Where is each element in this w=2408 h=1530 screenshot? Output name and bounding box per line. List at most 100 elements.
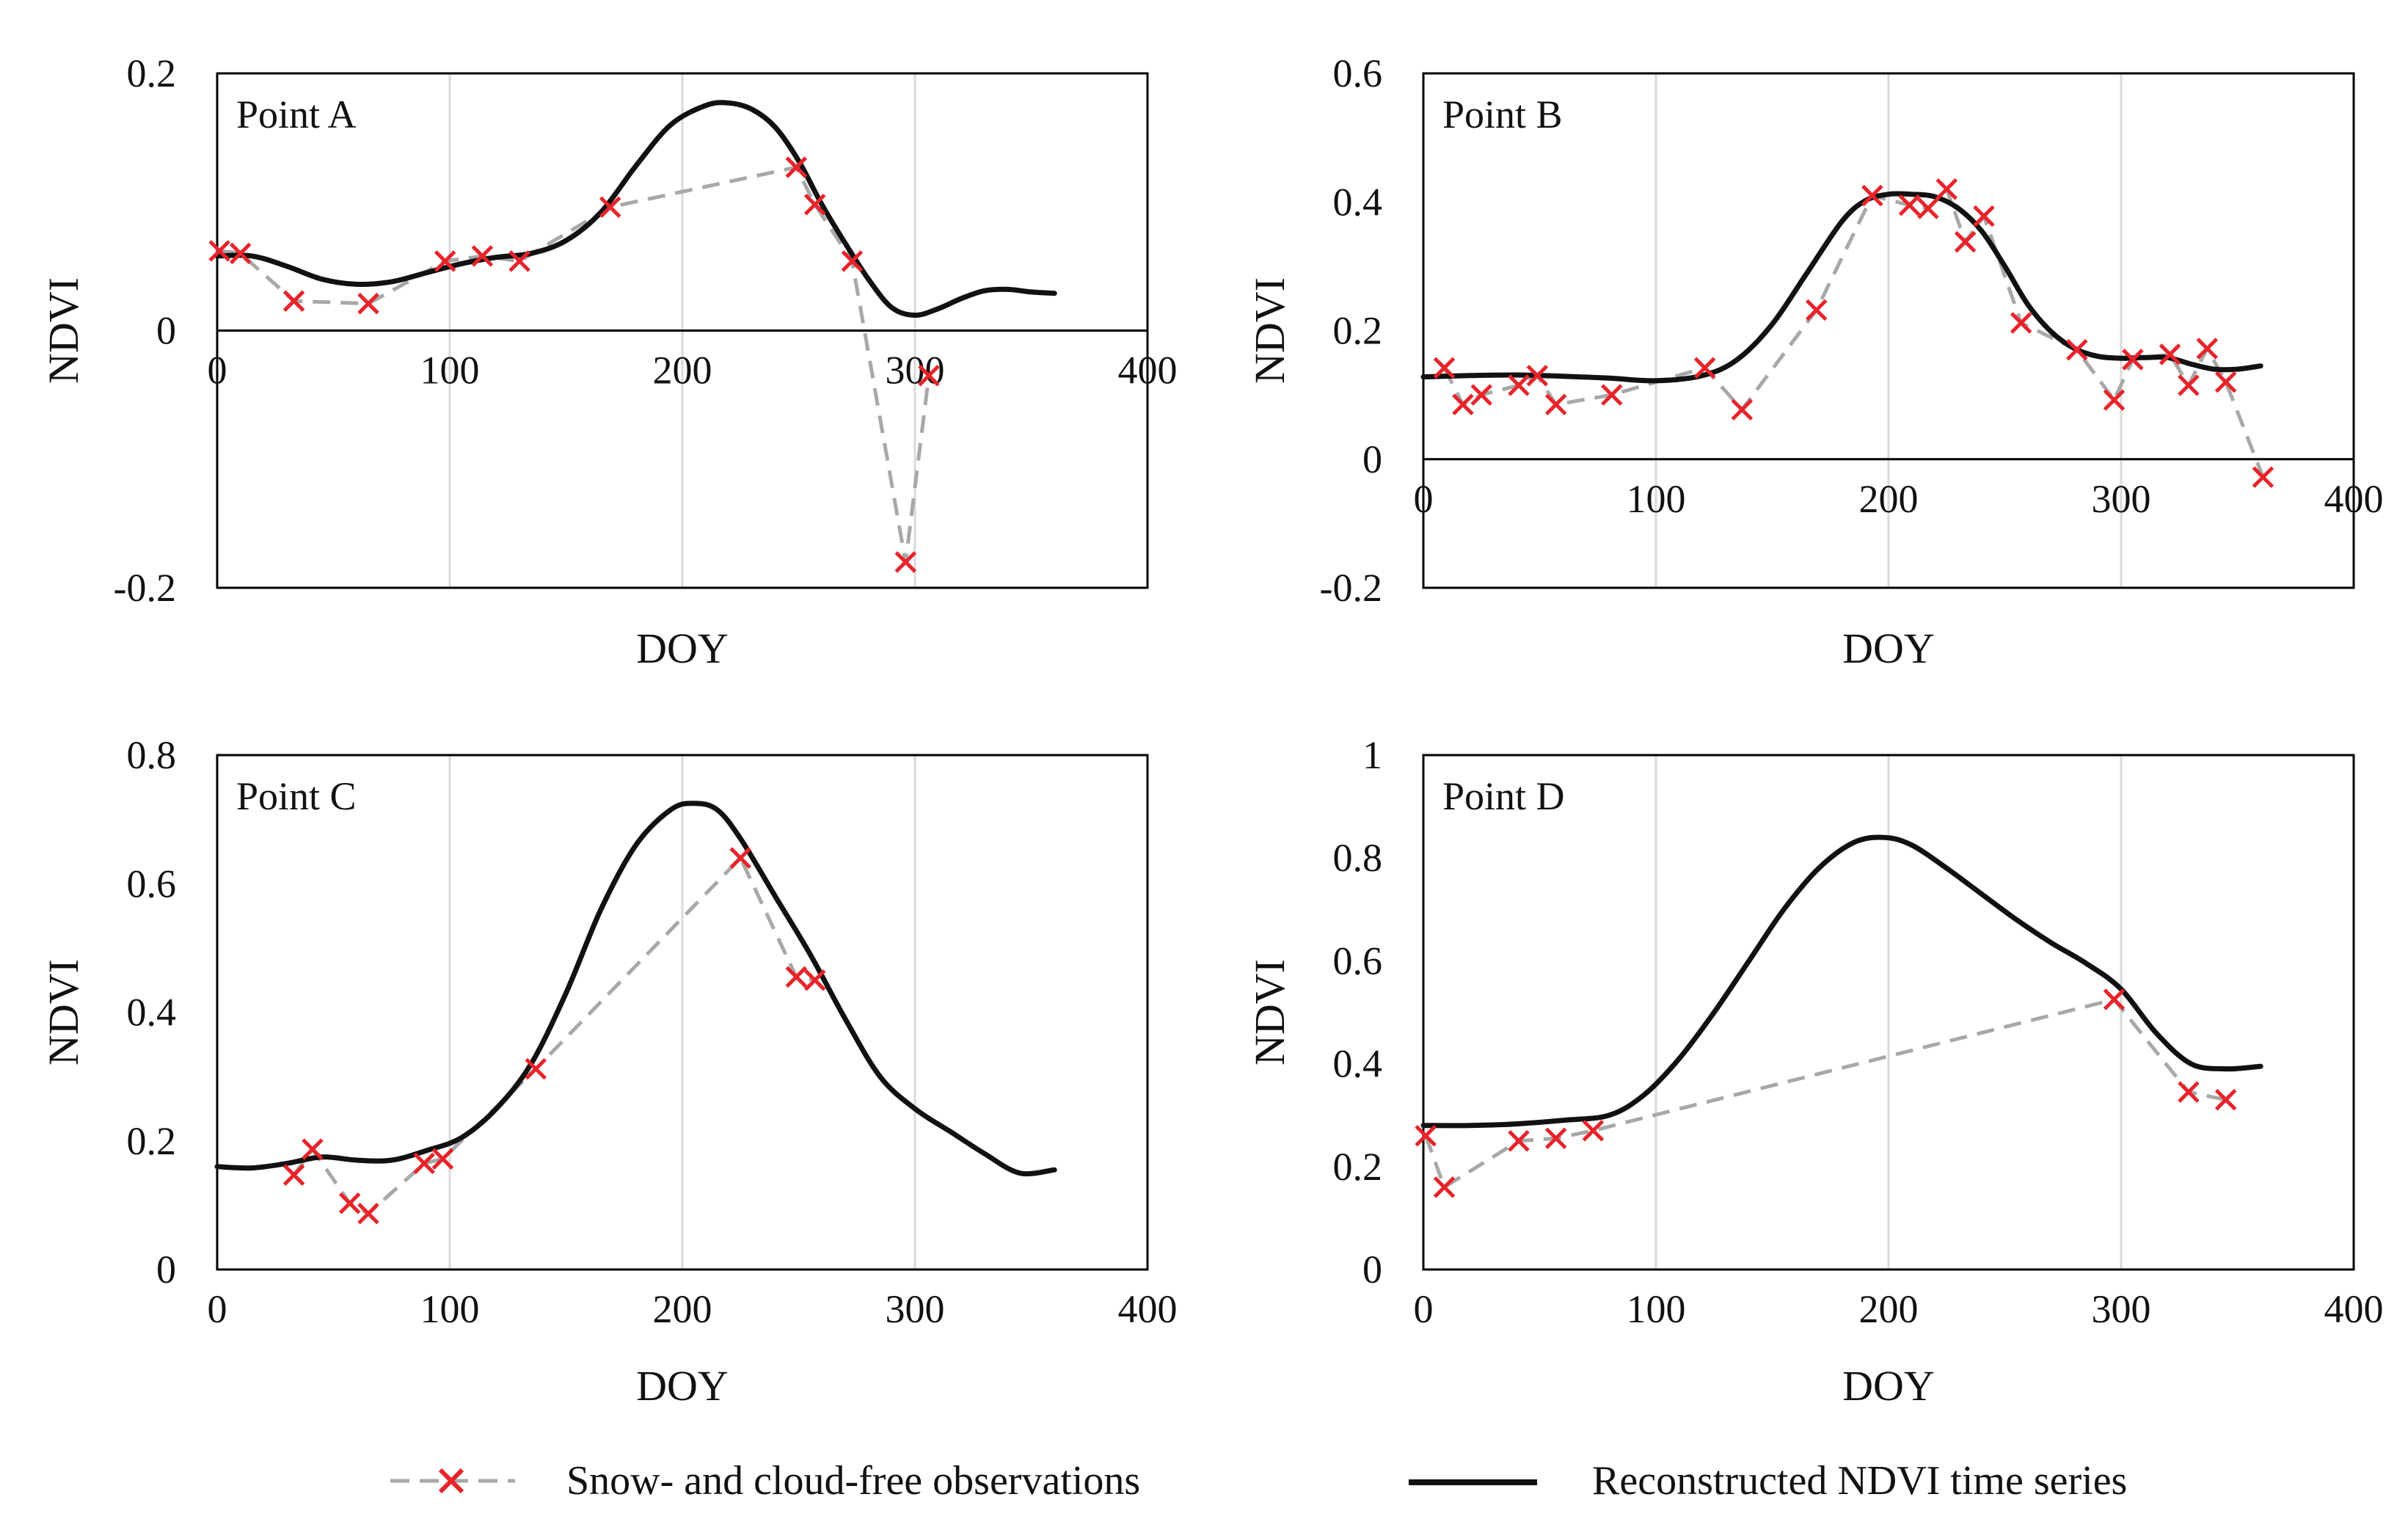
y-tick-label-b-3: 0 xyxy=(1362,437,1382,481)
y-axis-title-b: NDVI xyxy=(1246,277,1294,384)
y-tick-label-b-0: 0.6 xyxy=(1333,51,1383,95)
observation-point-d-0 xyxy=(1415,1124,1437,1147)
x-tick-label-d-0: 0 xyxy=(1414,1287,1434,1331)
reconstructed-line-b xyxy=(1420,191,2263,384)
observation-point-b-23 xyxy=(2214,371,2237,393)
observation-point-a-4 xyxy=(434,250,456,272)
observation-point-a-5 xyxy=(471,245,494,267)
y-tick-label-d-2: 0.6 xyxy=(1333,939,1383,983)
y-tick-label-d-5: 0 xyxy=(1362,1247,1382,1292)
legend-reconstructed-label: Reconstructed NDVI time series xyxy=(1592,1458,2127,1504)
x-tick-label-c-100: 100 xyxy=(420,1287,480,1331)
observation-point-b-19 xyxy=(2122,349,2144,371)
plot-frame-b xyxy=(1422,72,2355,589)
observation-point-b-5 xyxy=(1544,393,1567,416)
observation-point-a-12 xyxy=(918,365,940,387)
observation-point-b-3 xyxy=(1508,374,1530,396)
y-tick-label-c-2: 0.4 xyxy=(127,991,177,1035)
panel-label-a: Point A xyxy=(236,92,357,136)
x-tick-label-a-400: 400 xyxy=(1118,349,1178,393)
panel-c: 0 100 200 300 400 0.8 0.6 0.4 0.2 0 DOY NDVI Point C xyxy=(40,733,1178,1410)
observation-point-b-7 xyxy=(1693,357,1716,379)
y-tick-label-c-1: 0.6 xyxy=(127,861,177,906)
observation-point-b-17 xyxy=(2066,339,2088,361)
x-axis-title-c: DOY xyxy=(636,1362,729,1410)
observation-point-b-14 xyxy=(1954,230,1977,253)
observation-point-d-4 xyxy=(1582,1119,1605,1142)
x-tick-label-c-0: 0 xyxy=(208,1287,227,1331)
observation-point-c-7 xyxy=(729,847,752,869)
y-tick-label-b-1: 0.4 xyxy=(1333,180,1383,224)
observation-point-c-8 xyxy=(785,966,808,988)
x-axis-title-d: DOY xyxy=(1842,1362,1935,1410)
y-tick-label-a-0: 0.2 xyxy=(127,51,177,95)
x-tick-label-d-400: 400 xyxy=(2324,1287,2384,1331)
y-tick-label-b-2: 0.2 xyxy=(1333,309,1383,353)
observation-point-b-12 xyxy=(1917,197,1939,219)
x-tick-label-b-200: 200 xyxy=(1859,477,1919,521)
legend: Snow- and cloud-free observations Recons… xyxy=(390,1458,2127,1504)
observation-point-b-15 xyxy=(1973,205,1995,227)
legend-observations-label: Snow- and cloud-free observations xyxy=(566,1458,1140,1504)
observation-point-a-2 xyxy=(282,290,305,312)
plot-frame-c xyxy=(216,754,1149,1271)
panel-label-c: Point C xyxy=(236,774,357,818)
x-tick-label-a-100: 100 xyxy=(420,349,480,393)
observation-point-a-11 xyxy=(894,551,917,573)
y-axis-title-d: NDVI xyxy=(1246,959,1294,1065)
x-tick-label-a-200: 200 xyxy=(653,349,712,393)
observation-point-a-7 xyxy=(599,196,621,219)
observation-point-b-16 xyxy=(2010,312,2032,334)
observation-point-c-5 xyxy=(431,1148,454,1170)
observation-point-b-11 xyxy=(1898,194,1921,216)
y-axis-title-c: NDVI xyxy=(40,959,87,1065)
observation-point-d-7 xyxy=(2214,1088,2237,1111)
x-tick-label-d-300: 300 xyxy=(2092,1287,2151,1331)
observation-point-c-1 xyxy=(302,1138,324,1160)
observation-point-d-6 xyxy=(2178,1081,2200,1103)
panel-label-b: Point B xyxy=(1442,92,1563,136)
observation-line-d xyxy=(1423,997,2227,1190)
x-tick-label-c-400: 400 xyxy=(1118,1287,1178,1331)
reconstructed-line-c xyxy=(214,801,1057,1177)
observation-point-d-3 xyxy=(1544,1127,1567,1150)
y-tick-label-d-0: 1 xyxy=(1362,733,1382,777)
x-tick-label-a-0: 0 xyxy=(208,349,227,393)
observation-point-b-1 xyxy=(1452,393,1474,416)
observation-point-b-9 xyxy=(1805,299,1828,321)
y-tick-label-c-4: 0 xyxy=(156,1247,176,1292)
x-tick-label-b-400: 400 xyxy=(2324,477,2384,521)
observation-point-c-4 xyxy=(413,1152,435,1175)
observation-point-b-0 xyxy=(1433,357,1456,379)
x-axis-title-a: DOY xyxy=(636,624,729,672)
observation-point-b-21 xyxy=(2178,374,2200,396)
x-axis-title-b: DOY xyxy=(1842,624,1935,672)
observation-point-d-5 xyxy=(2103,988,2126,1010)
observation-line-c xyxy=(292,856,816,1216)
observation-point-c-2 xyxy=(338,1192,361,1214)
observation-point-a-9 xyxy=(803,193,826,216)
observation-point-a-0 xyxy=(208,240,230,262)
observation-point-b-18 xyxy=(2103,389,2126,411)
observation-point-a-10 xyxy=(841,250,864,272)
observation-point-c-0 xyxy=(282,1164,305,1186)
observation-point-b-20 xyxy=(2159,343,2181,365)
observation-point-d-2 xyxy=(1508,1129,1530,1152)
y-tick-label-c-3: 0.2 xyxy=(127,1119,177,1163)
legend-observations-symbol xyxy=(390,1468,515,1494)
reconstructed-line-d xyxy=(1420,834,2263,1129)
x-tick-label-b-0: 0 xyxy=(1414,477,1434,521)
observation-point-b-8 xyxy=(1731,398,1754,421)
observation-point-c-9 xyxy=(803,969,826,991)
x-tick-label-b-100: 100 xyxy=(1627,477,1686,521)
x-tick-label-d-100: 100 xyxy=(1627,1287,1686,1331)
y-tick-label-c-0: 0.8 xyxy=(127,733,177,777)
observation-point-a-3 xyxy=(357,292,379,315)
observation-point-b-2 xyxy=(1470,384,1493,406)
observation-point-b-4 xyxy=(1526,365,1549,387)
y-tick-label-a-1: 0 xyxy=(156,309,176,353)
observation-point-b-10 xyxy=(1861,184,1883,207)
x-tick-label-c-300: 300 xyxy=(886,1287,945,1331)
